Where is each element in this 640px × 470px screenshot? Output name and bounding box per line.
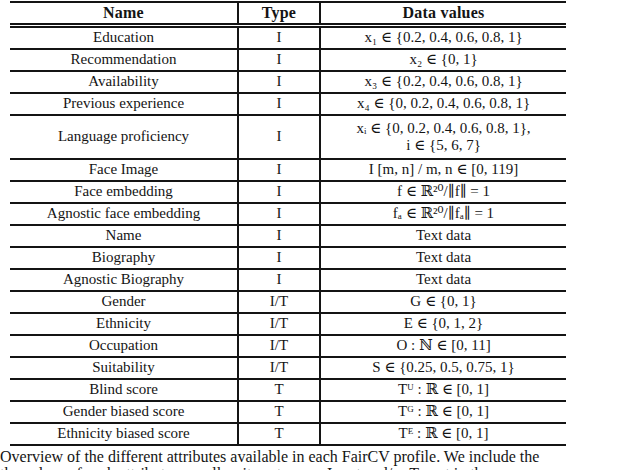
attribute-type: I [238,115,320,159]
header-row: Name Type Data values [10,2,566,26]
table-row: Biography I Text data [10,247,566,269]
table-row: Agnostic Biography I Text data [10,269,566,291]
attribute-type: I [238,49,320,71]
attribute-name: Gender biased score [10,401,238,423]
table-row: Previous experience I x₄ ∈ {0, 0.2, 0.4,… [10,93,566,115]
attribute-values: f ∈ ℝ²⁰/∥f∥ = 1 [320,181,566,203]
table-row: Face Image I I [m, n] / m, n ∈ [0, 119] [10,159,566,181]
attribute-type: T [238,401,320,423]
table-caption-line1: Overview of the different attributes ava… [0,448,640,465]
attribute-type: I [238,225,320,247]
table-row: Face embedding I f ∈ ℝ²⁰/∥f∥ = 1 [10,181,566,203]
table-row: Language proficiency I xᵢ ∈ {0, 0.2, 0.4… [10,115,566,159]
table-row: Agnostic face embedding I fₐ ∈ ℝ²⁰/∥fₐ∥ … [10,203,566,225]
attribute-name: Recommendation [10,49,238,71]
column-header-name: Name [10,2,238,26]
attribute-values: S ∈ {0.25, 0.5, 0.75, 1} [320,357,566,379]
attribute-name: Face Image [10,159,238,181]
attribute-values: G ∈ {0, 1} [320,291,566,313]
attribute-values: Text data [320,247,566,269]
attribute-name: Face embedding [10,181,238,203]
attribute-type: I/T [238,313,320,335]
table-row: Occupation I/T O : ℕ ∈ [0, 11] [10,335,566,357]
paper-page: { "table": { "headers": { "name": "Name"… [0,0,640,470]
attribute-name: Biography [10,247,238,269]
table-row: Ethnicity biased score T Tᴱ : ℝ ∈ [0, 1] [10,423,566,445]
attribute-name: Education [10,26,238,50]
attribute-type: T [238,379,320,401]
attribute-values: fₐ ∈ ℝ²⁰/∥fₐ∥ = 1 [320,203,566,225]
attribute-values: x₁ ∈ {0.2, 0.4, 0.6, 0.8, 1} [320,26,566,50]
attribute-type: I/T [238,291,320,313]
attribute-values: x₃ ∈ {0.2, 0.4, 0.6, 0.8, 1} [320,71,566,93]
attribute-name: Suitability [10,357,238,379]
table-row: Blind score T Tᵁ : ℝ ∈ [0, 1] [10,379,566,401]
attribute-values: Tᵁ : ℝ ∈ [0, 1] [320,379,566,401]
attribute-name: Ethnicity biased score [10,423,238,445]
attribute-type: I/T [238,357,320,379]
attribute-type: I/T [238,335,320,357]
attribute-values: Tᴱ : ℝ ∈ [0, 1] [320,423,566,445]
attribute-values: xᵢ ∈ {0, 0.2, 0.4, 0.6, 0.8, 1}, i ∈ {5,… [320,115,566,159]
table-caption-line2: the values of each attribute as well as … [0,465,640,470]
attribute-type: I [238,269,320,291]
attribute-values: E ∈ {0, 1, 2} [320,313,566,335]
attribute-name: Blind score [10,379,238,401]
attribute-type: I [238,93,320,115]
table-caption: Overview of the different attributes ava… [0,448,640,470]
attribute-type: I [238,26,320,50]
table-row: Suitability I/T S ∈ {0.25, 0.5, 0.75, 1} [10,357,566,379]
attribute-name: Previous experience [10,93,238,115]
attribute-name: Ethnicity [10,313,238,335]
column-header-type: Type [238,2,320,26]
attribute-values: O : ℕ ∈ [0, 11] [320,335,566,357]
table-row: Gender biased score T Tᴳ : ℝ ∈ [0, 1] [10,401,566,423]
attribute-values: Text data [320,269,566,291]
attribute-values: I [m, n] / m, n ∈ [0, 119] [320,159,566,181]
attribute-values: x₂ ∈ {0, 1} [320,49,566,71]
attribute-type: I [238,247,320,269]
attributes-table-wrapper: Name Type Data values Education I x₁ ∈ {… [10,1,566,446]
attribute-type: I [238,203,320,225]
table-row: Availability I x₃ ∈ {0.2, 0.4, 0.6, 0.8,… [10,71,566,93]
table-row: Name I Text data [10,225,566,247]
attribute-name: Language proficiency [10,115,238,159]
attribute-name: Availability [10,71,238,93]
attribute-name: Agnostic Biography [10,269,238,291]
table-row: Education I x₁ ∈ {0.2, 0.4, 0.6, 0.8, 1} [10,26,566,50]
attribute-values: x₄ ∈ {0, 0.2, 0.4, 0.6, 0.8, 1} [320,93,566,115]
attributes-table: Name Type Data values Education I x₁ ∈ {… [10,1,566,446]
attribute-values: Text data [320,225,566,247]
attribute-type: I [238,181,320,203]
table-row: Recommendation I x₂ ∈ {0, 1} [10,49,566,71]
attribute-type: I [238,71,320,93]
table-row: Ethnicity I/T E ∈ {0, 1, 2} [10,313,566,335]
attribute-name: Agnostic face embedding [10,203,238,225]
attribute-values: Tᴳ : ℝ ∈ [0, 1] [320,401,566,423]
attribute-name: Gender [10,291,238,313]
attribute-type: I [238,159,320,181]
attribute-type: T [238,423,320,445]
table-row: Gender I/T G ∈ {0, 1} [10,291,566,313]
attribute-name: Name [10,225,238,247]
column-header-values: Data values [320,2,566,26]
attribute-name: Occupation [10,335,238,357]
